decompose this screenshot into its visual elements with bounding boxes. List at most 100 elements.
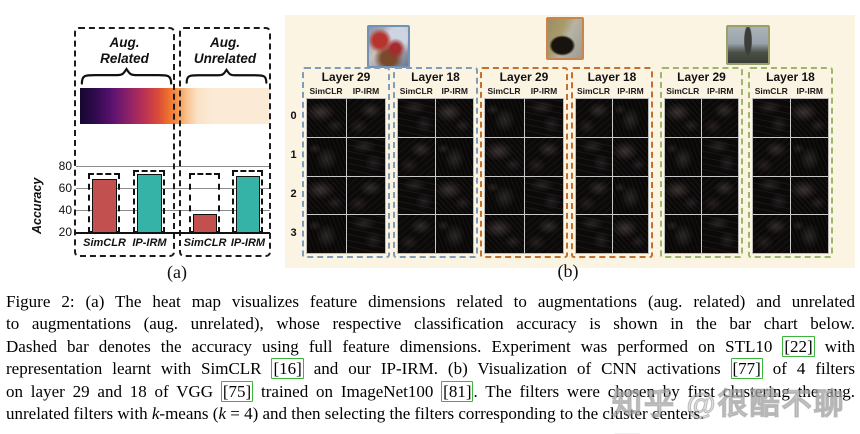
method-label: IP-IRM (617, 86, 644, 96)
activation-grid (664, 98, 739, 254)
caption-text: -means ( (159, 404, 219, 424)
activation-map (307, 99, 346, 137)
row-label: 1 (290, 149, 297, 161)
activation-map (436, 215, 473, 253)
method-label: IP-IRM (707, 86, 734, 96)
activation-map (702, 215, 738, 253)
activation-map (576, 137, 612, 176)
caption-text: Figure 2: (a) The heat map visualizes fe… (6, 292, 855, 311)
activation-map (665, 137, 701, 176)
citation-link[interactable]: [77] (730, 358, 763, 380)
accuracy-bar (92, 179, 117, 233)
caption-text: and our IP-IRM. (b) Visualization of CNN… (303, 359, 731, 379)
layer-title: Layer 29 (499, 70, 549, 84)
method-label: SimCLR (666, 86, 700, 96)
activation-box-layer-18: Layer 18 SimCLR IP-IRM (393, 67, 478, 258)
y-tick-label: 60 (58, 181, 72, 195)
activation-map (307, 137, 346, 176)
caption-math: k (218, 404, 226, 424)
caption-math: k (151, 404, 160, 424)
method-label: SimCLR (487, 86, 521, 96)
watermark: 知乎 @很酷不聊天 (612, 388, 846, 434)
method-label: SimCLR (754, 86, 788, 96)
activation-map (436, 176, 473, 215)
activation-map (346, 99, 385, 137)
activation-map (436, 137, 473, 176)
activation-map (612, 99, 648, 137)
method-column-labels: SimCLR IP-IRM (306, 85, 386, 98)
brace-right-icon (185, 67, 268, 84)
layer-title: Layer 18 (411, 70, 460, 84)
aug-unrelated-title: Aug. Unrelated (193, 35, 257, 66)
activation-map (702, 137, 738, 176)
activation-grid (752, 98, 829, 254)
method-label: SimCLR (399, 86, 433, 96)
activation-map (665, 176, 701, 215)
activation-map (791, 176, 828, 215)
activation-map (436, 99, 473, 137)
bar-category-label: SimCLR (183, 237, 227, 249)
activation-map (576, 176, 612, 215)
aug-unrelated-box: Aug. Unrelated (179, 27, 271, 257)
method-label: SimCLR (309, 86, 343, 96)
activation-map (524, 176, 563, 215)
caption-line: to augmentations (aug. unrelated), whose… (6, 313, 855, 335)
activation-grid (575, 98, 649, 254)
activation-map (702, 176, 738, 215)
activation-box-layer-29: Layer 29 SimCLR IP-IRM (302, 67, 390, 258)
panel-b-label: (b) (557, 261, 579, 281)
caption-text: with (814, 336, 855, 356)
layer-title: Layer 29 (321, 70, 371, 84)
aug-related-box: Aug. Related (74, 27, 175, 257)
caption-text: . The filters were chosen by first clust… (473, 381, 856, 401)
method-label: IP-IRM (441, 86, 468, 96)
activation-map (398, 99, 435, 137)
activation-map (665, 215, 701, 253)
activation-map (485, 176, 524, 215)
activation-map (485, 137, 524, 176)
citation-link[interactable]: [81] (441, 380, 474, 402)
caption-text: trained on ImageNet100 (253, 381, 442, 401)
activation-map (576, 215, 612, 253)
x-axis-line (76, 232, 270, 234)
caption-line: unrelated filters with k-means (k = 4) a… (6, 403, 855, 425)
y-tick-label: 20 (58, 225, 72, 239)
accuracy-bar (137, 174, 162, 233)
activation-map (524, 99, 563, 137)
caption-text: unrelated filters with (6, 404, 152, 424)
caption-line: on layer 29 and 18 of VGG [75] trained o… (6, 380, 856, 403)
caption-text: to augmentations (aug. unrelated), whose… (6, 314, 855, 334)
activation-map (346, 137, 385, 176)
activation-map (791, 215, 828, 253)
citation-link[interactable]: [22] (782, 335, 815, 357)
caption-text: on layer 29 and 18 of VGG (6, 381, 221, 401)
citation-link[interactable]: [75] (220, 380, 254, 402)
activation-map (576, 99, 612, 137)
activation-map (791, 137, 828, 176)
activation-map (753, 215, 790, 253)
activation-box-layer-18: Layer 18 SimCLR IP-IRM (571, 67, 653, 258)
activation-map (612, 176, 648, 215)
method-column-labels: SimCLR IP-IRM (575, 85, 649, 98)
activation-map (791, 99, 828, 137)
row-label: 0 (290, 110, 297, 122)
row-label: 3 (290, 227, 297, 239)
caption-line: representation learnt with SimCLR [16] a… (6, 358, 855, 380)
method-column-labels: SimCLR IP-IRM (752, 85, 829, 98)
y-axis-label: Accuracy (30, 177, 44, 235)
y-tick-label: 40 (58, 203, 72, 217)
layer-title: Layer 29 (677, 70, 726, 84)
caption-line: Figure 2: (a) The heat map visualizes fe… (6, 291, 855, 313)
caption-text: representation learnt with SimCLR (6, 359, 272, 379)
method-label: IP-IRM (530, 86, 558, 96)
accuracy-bar (236, 176, 260, 233)
activation-map (753, 99, 790, 137)
activation-map (702, 99, 738, 137)
bar-category-label: IP-IRM (132, 237, 167, 249)
caption-line: Dashed bar denotes the accuracy using fu… (6, 335, 855, 358)
method-label: IP-IRM (796, 86, 823, 96)
caption-text: = 4) and then selecting the filters corr… (225, 404, 705, 424)
accuracy-bar (193, 214, 217, 233)
citation-link[interactable]: [16] (271, 358, 304, 380)
